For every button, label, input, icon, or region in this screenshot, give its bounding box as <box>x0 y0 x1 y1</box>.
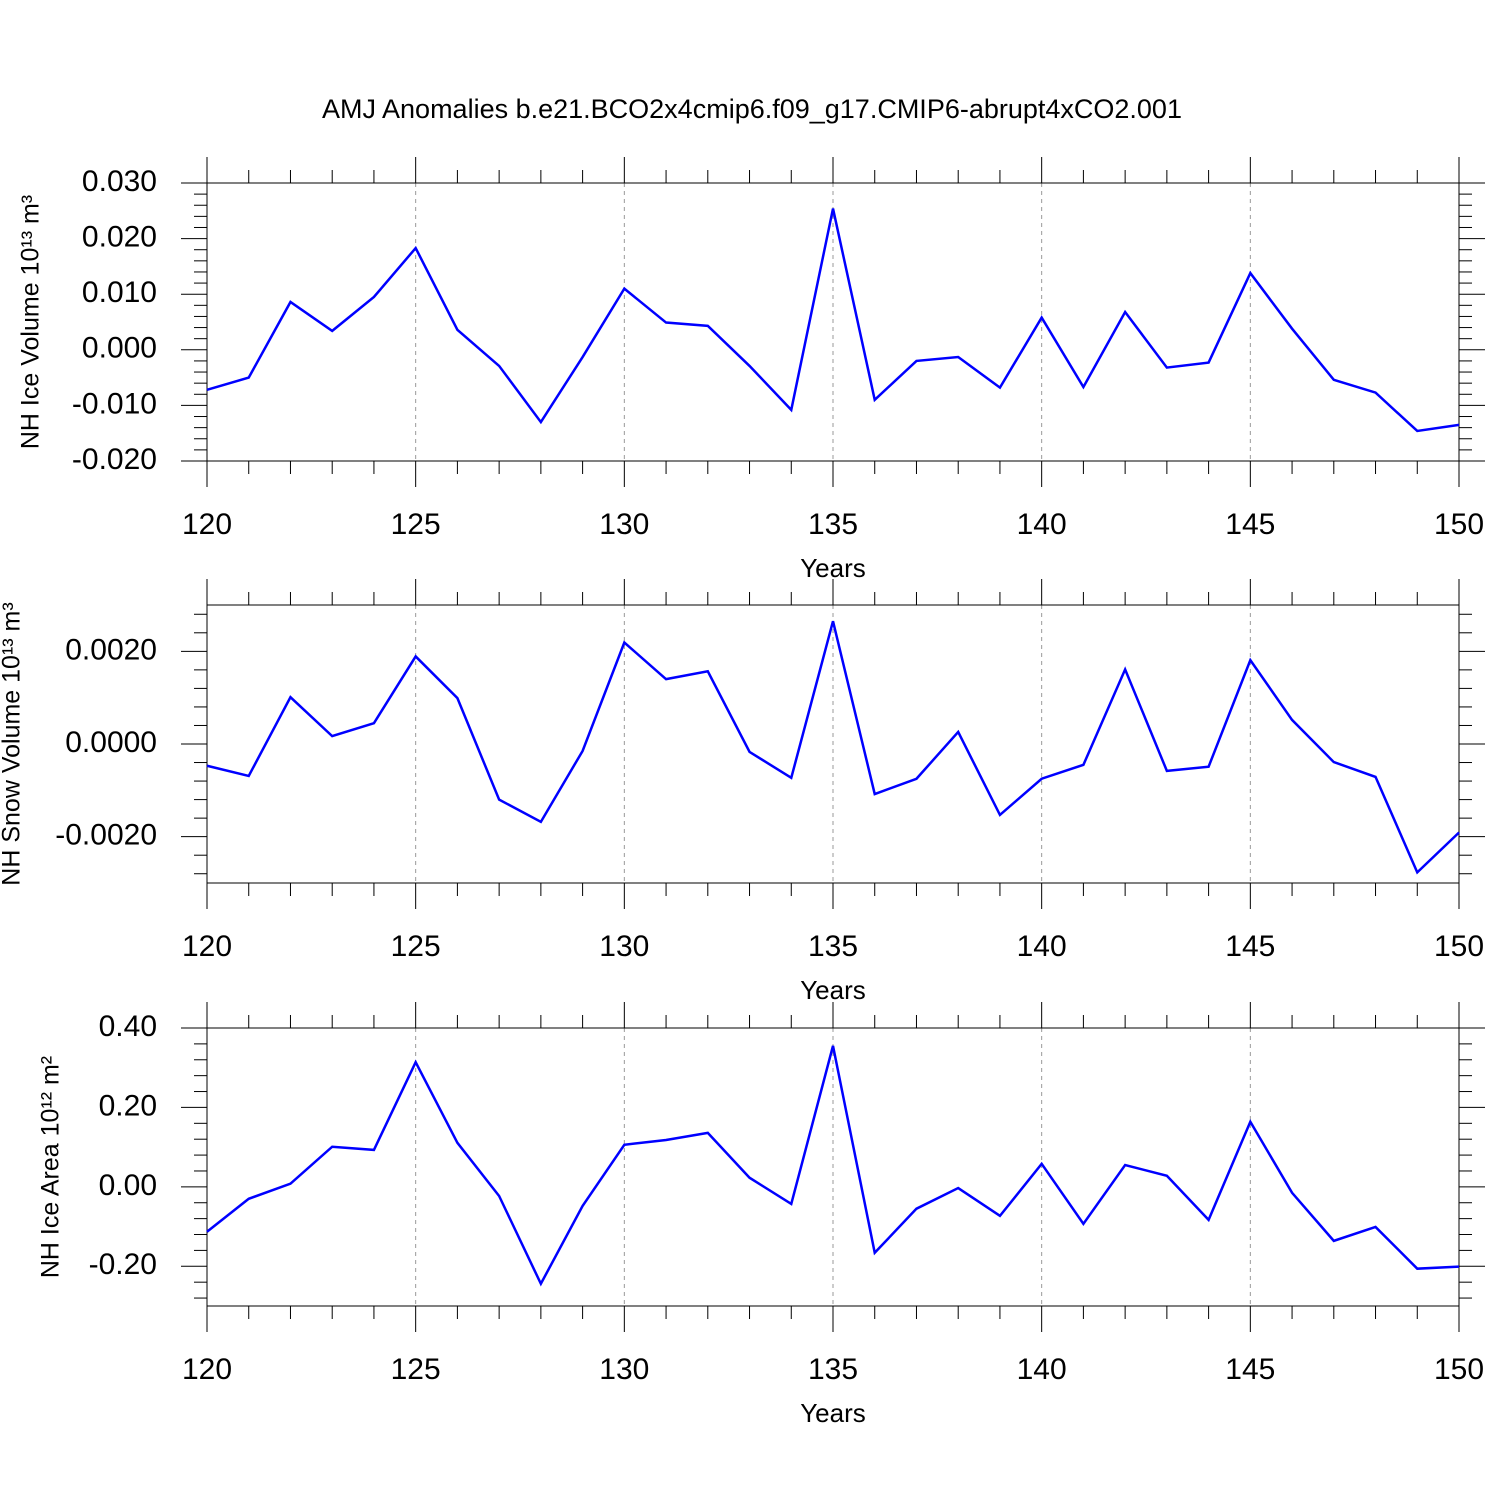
x-axis-label: Years <box>800 553 866 583</box>
y-tick-label: -0.010 <box>72 387 157 420</box>
x-axis-label: Years <box>800 1398 866 1428</box>
x-tick-label: 125 <box>391 930 441 963</box>
figure-title: AMJ Anomalies b.e21.BCO2x4cmip6.f09_g17.… <box>322 94 1182 124</box>
x-tick-label: 145 <box>1225 1353 1275 1386</box>
data-line <box>206 620 1460 875</box>
x-tick-label: 130 <box>599 508 649 541</box>
data-line <box>206 208 1460 433</box>
x-tick-label: 140 <box>1017 930 1067 963</box>
x-tick-label: 130 <box>599 1353 649 1386</box>
y-tick-label: 0.000 <box>82 332 157 365</box>
y-tick-label: -0.0020 <box>55 819 157 852</box>
y-tick-label: -0.20 <box>89 1248 157 1281</box>
x-tick-label: 135 <box>808 1353 858 1386</box>
y-axis-label: NH Snow Volume 10¹³ m³ <box>0 602 26 885</box>
y-tick-label: 0.030 <box>82 165 157 198</box>
y-tick-label: 0.010 <box>82 276 157 309</box>
x-tick-label: 140 <box>1017 1353 1067 1386</box>
y-tick-label: 0.0020 <box>65 633 157 666</box>
x-tick-label: 125 <box>391 1353 441 1386</box>
x-tick-label: 140 <box>1017 508 1067 541</box>
x-tick-label: 145 <box>1225 930 1275 963</box>
y-tick-label: -0.020 <box>72 443 157 476</box>
y-tick-label: 0.020 <box>82 221 157 254</box>
x-tick-label: 150 <box>1434 508 1484 541</box>
y-tick-label: 0.20 <box>99 1089 157 1122</box>
plot-frame <box>206 182 1460 462</box>
x-tick-label: 150 <box>1434 1353 1484 1386</box>
plot-frame <box>206 1027 1460 1307</box>
y-axis-label: NH Ice Area 10¹² m² <box>37 1056 65 1278</box>
data-line <box>206 1045 1460 1287</box>
y-tick-label: 0.0000 <box>65 726 157 759</box>
plot-frame <box>206 604 1460 884</box>
x-tick-label: 120 <box>182 1353 232 1386</box>
x-tick-label: 150 <box>1434 930 1484 963</box>
y-axis-label: NH Ice Volume 10¹³ m³ <box>17 195 45 449</box>
x-tick-label: 135 <box>808 930 858 963</box>
x-tick-label: 125 <box>391 508 441 541</box>
x-tick-label: 130 <box>599 930 649 963</box>
y-tick-label: 0.40 <box>99 1010 157 1043</box>
x-tick-label: 120 <box>182 930 232 963</box>
x-tick-label: 120 <box>182 508 232 541</box>
x-tick-label: 135 <box>808 508 858 541</box>
y-tick-label: 0.00 <box>99 1169 157 1202</box>
x-axis-label: Years <box>800 975 866 1005</box>
x-tick-label: 145 <box>1225 508 1275 541</box>
